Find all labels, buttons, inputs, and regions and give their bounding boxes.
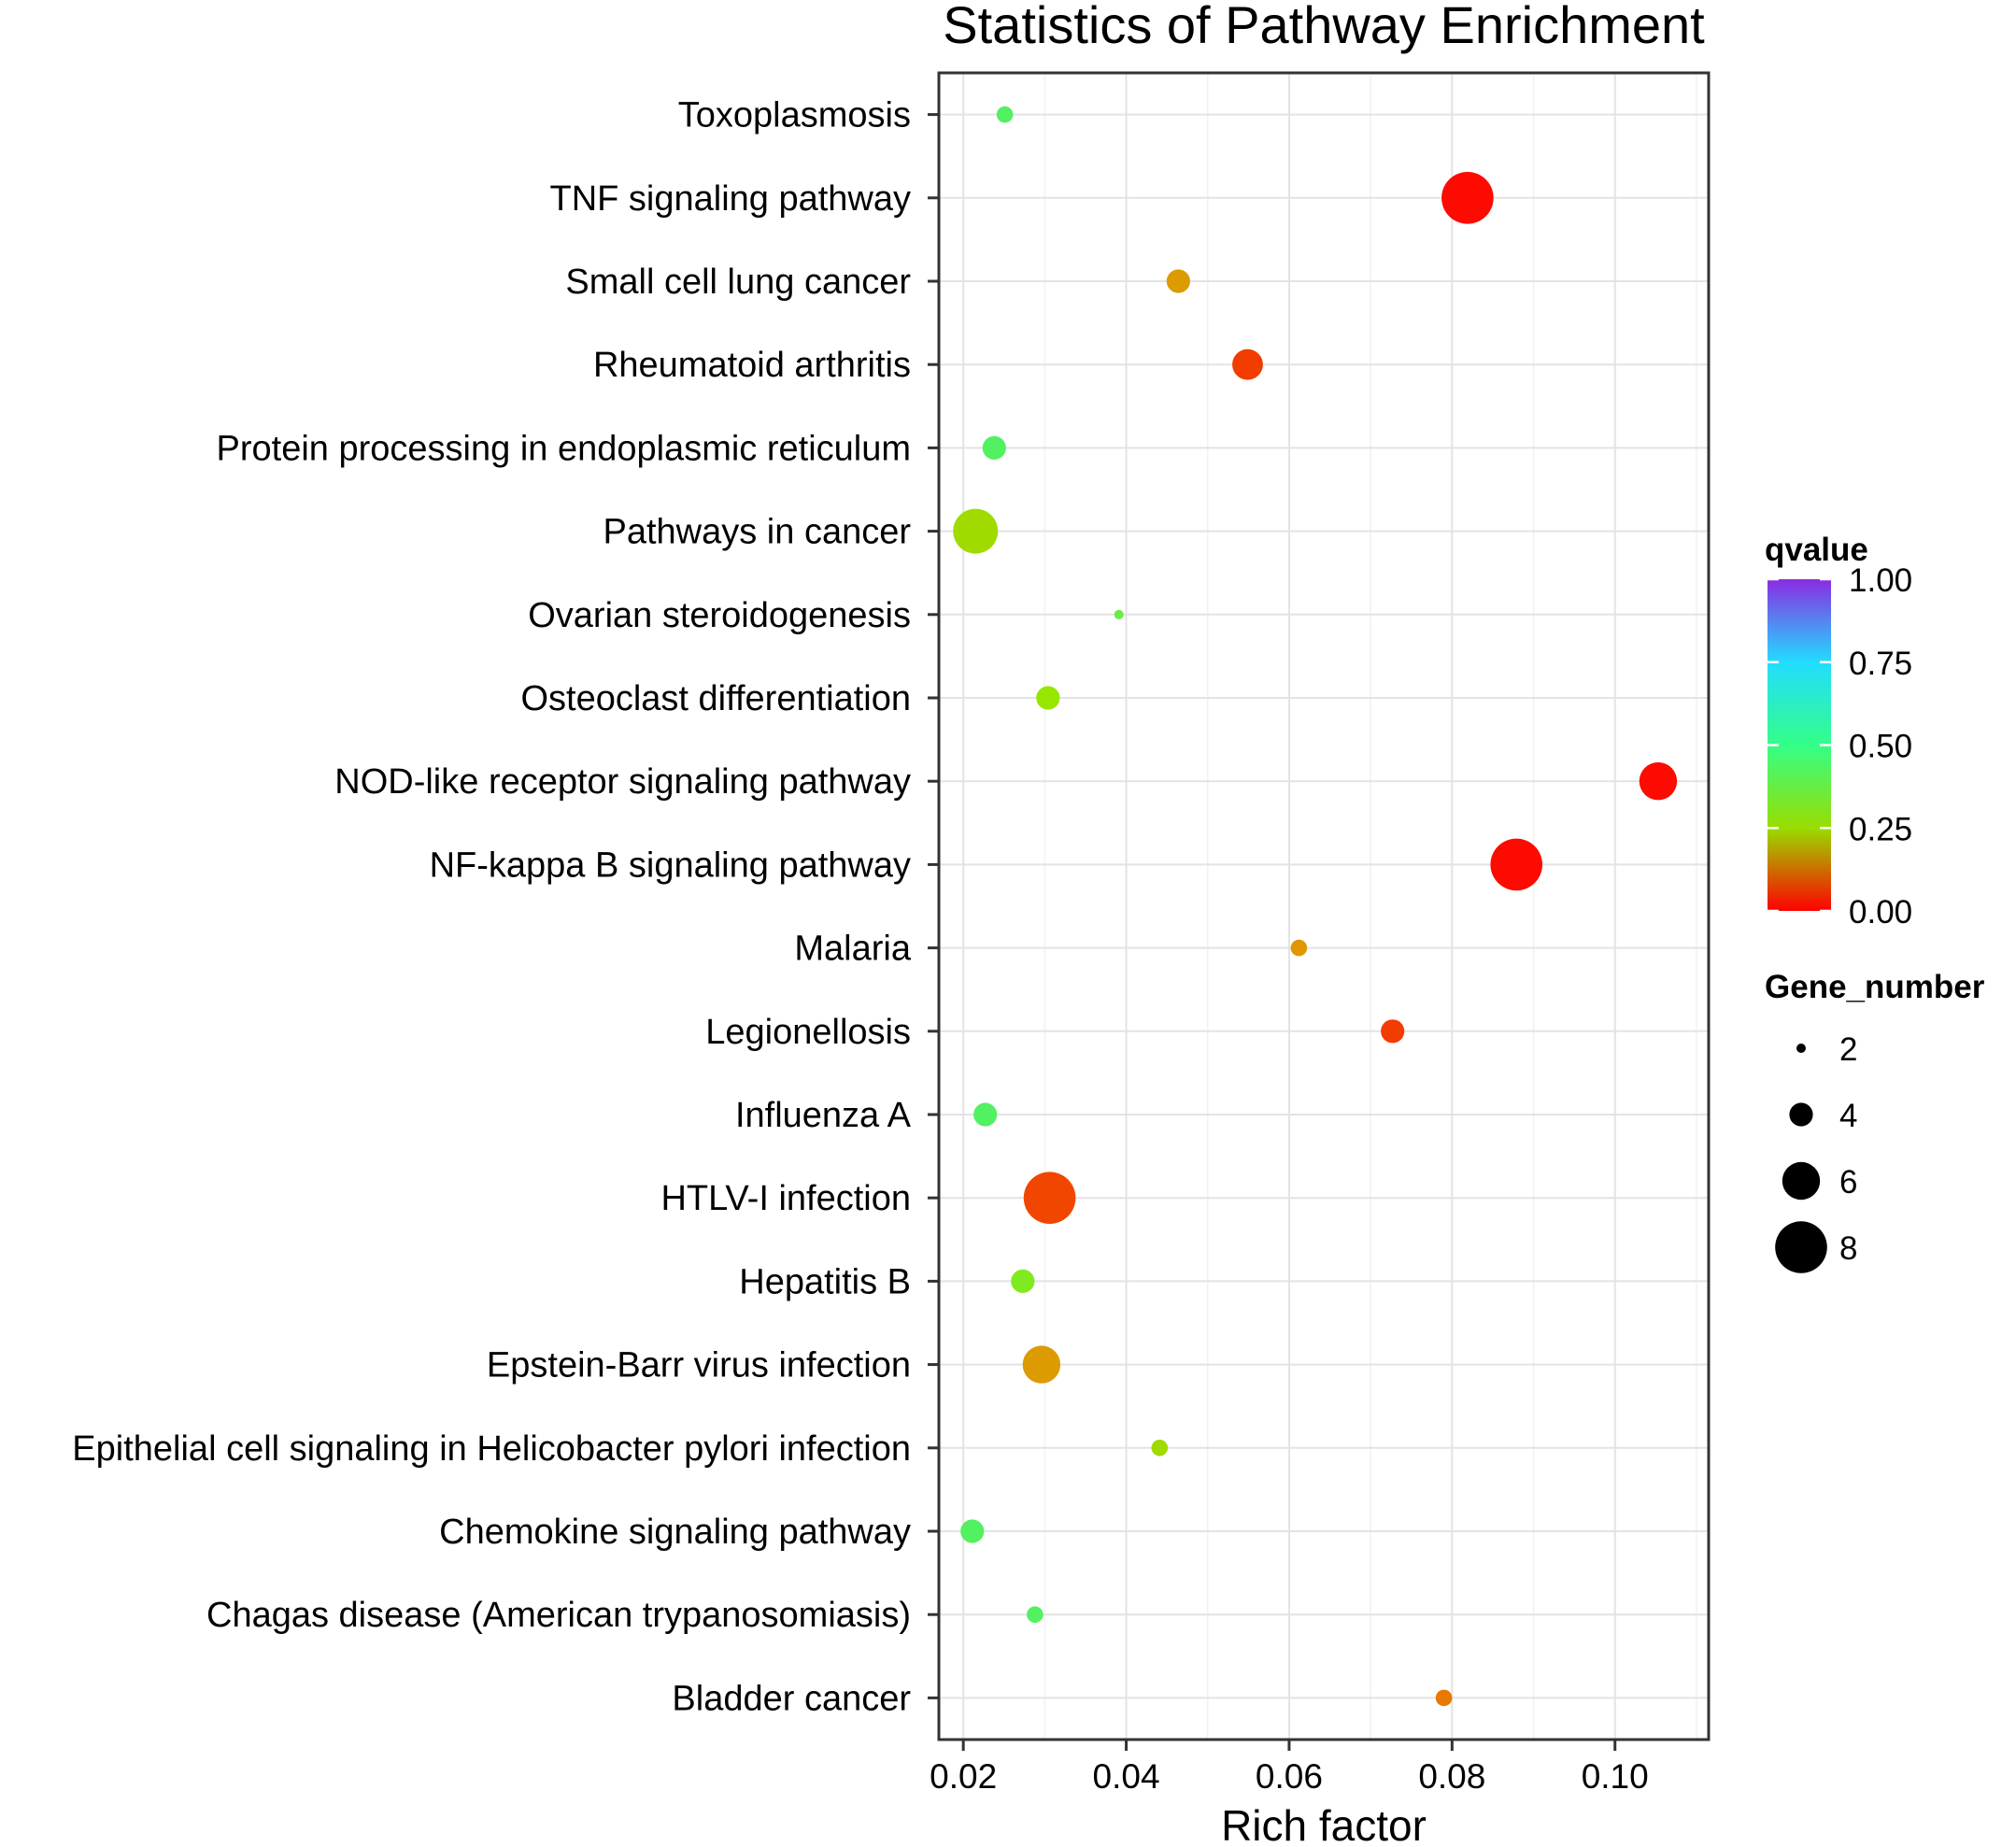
colorbar-label: 0.00 xyxy=(1849,894,1912,931)
y-category-label: Chemokine signaling pathway xyxy=(439,1513,911,1552)
x-axis-title: Rich factor xyxy=(1221,1801,1427,1847)
qvalue-legend: qvalue 1.00 0.75 0.50 0.25 0.00 xyxy=(1765,532,1912,931)
size-legend-label: 8 xyxy=(1839,1230,1857,1267)
data-point xyxy=(1011,1269,1035,1293)
size-legend-label: 4 xyxy=(1839,1098,1857,1134)
y-category-label: Epstein-Barr virus infection xyxy=(487,1346,911,1385)
y-category-label: NOD-like receptor signaling pathway xyxy=(334,762,911,802)
colorbar-label: 0.75 xyxy=(1849,646,1912,682)
x-tick-label: 0.02 xyxy=(930,1757,997,1796)
plot-border xyxy=(937,71,1711,1741)
y-category-label: Protein processing in endoplasmic reticu… xyxy=(217,429,911,468)
y-axis-labels: Toxoplasmosis TNF signaling pathway Small … xyxy=(72,96,939,1718)
y-category-label: Toxoplasmosis xyxy=(678,96,911,135)
gene-number-legend-title: Gene_number xyxy=(1765,969,1985,1005)
data-points xyxy=(953,106,1678,1707)
y-category-label: Osteoclast differentiation xyxy=(520,679,911,718)
size-legend-dot xyxy=(1789,1102,1813,1127)
data-point xyxy=(1023,1172,1076,1224)
data-point xyxy=(1441,172,1494,224)
data-point xyxy=(960,1519,985,1543)
grid-lines xyxy=(939,73,1709,1740)
y-category-label: Ovarian steroidogenesis xyxy=(528,596,911,635)
chart-title: Statistics of Pathway Enrichment xyxy=(943,0,1705,54)
x-tick-label: 0.04 xyxy=(1093,1757,1160,1796)
data-point xyxy=(1435,1689,1453,1707)
data-point xyxy=(982,435,1006,460)
data-point xyxy=(1232,348,1263,380)
size-legend-dot xyxy=(1775,1221,1827,1273)
data-point xyxy=(1114,609,1124,619)
x-tick-label: 0.08 xyxy=(1418,1757,1485,1796)
data-point xyxy=(1381,1019,1405,1044)
y-category-label: Rheumatoid arthritis xyxy=(593,346,911,385)
y-category-label: Chagas disease (American trypanosomiasis… xyxy=(206,1596,911,1635)
data-point xyxy=(953,508,999,554)
y-category-label: Influenza A xyxy=(735,1096,912,1135)
data-point xyxy=(1166,269,1190,293)
data-point xyxy=(1027,1606,1043,1623)
y-category-label: Epithelial cell signaling in Helicobacte… xyxy=(72,1429,911,1469)
y-category-label: Hepatitis B xyxy=(739,1262,911,1301)
y-category-label: Bladder cancer xyxy=(672,1679,911,1718)
data-point xyxy=(1151,1440,1169,1456)
y-category-label: Legionellosis xyxy=(705,1013,911,1052)
x-axis-ticks: 0.02 0.04 0.06 0.08 0.10 xyxy=(930,1740,1649,1796)
colorbar-label: 0.50 xyxy=(1849,729,1912,765)
colorbar-label: 0.25 xyxy=(1849,811,1912,847)
y-category-label: Small cell lung cancer xyxy=(565,263,911,302)
x-tick-label: 0.06 xyxy=(1256,1757,1323,1796)
data-point xyxy=(973,1102,998,1127)
plot-panel xyxy=(939,73,1709,1740)
gene-number-legend: Gene_number 2 4 6 8 xyxy=(1765,969,1985,1273)
size-legend-label: 2 xyxy=(1839,1031,1857,1068)
data-point xyxy=(1290,939,1308,957)
x-tick-label: 0.10 xyxy=(1582,1757,1649,1796)
data-point xyxy=(996,106,1014,123)
colorbar-label: 1.00 xyxy=(1849,562,1912,599)
qvalue-legend-title: qvalue xyxy=(1765,532,1868,568)
y-category-label: HTLV-I infection xyxy=(660,1179,911,1218)
y-category-label: NF-kappa B signaling pathway xyxy=(430,845,911,885)
y-category-label: Pathways in cancer xyxy=(603,513,912,552)
y-category-label: Malaria xyxy=(794,930,911,969)
data-point xyxy=(1022,1345,1061,1384)
y-category-label: TNF signaling pathway xyxy=(549,179,911,219)
data-point xyxy=(1036,686,1060,710)
size-legend-dot xyxy=(1796,1044,1806,1053)
size-legend-label: 6 xyxy=(1839,1164,1857,1201)
data-point xyxy=(1490,838,1543,891)
size-legend-dot xyxy=(1782,1161,1821,1201)
data-point xyxy=(1639,762,1678,801)
